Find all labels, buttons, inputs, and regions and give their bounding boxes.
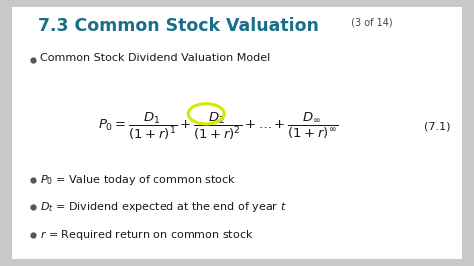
Text: (7.1): (7.1) [424,121,451,131]
Text: $P_0$ = Value today of common stock: $P_0$ = Value today of common stock [40,173,237,187]
Text: 7.3 Common Stock Valuation: 7.3 Common Stock Valuation [38,17,319,35]
Text: $P_0 = \dfrac{D_1}{(1+r)^1} + \dfrac{D_2}{(1+r)^2} + {\ldots} + \dfrac{D_\infty}: $P_0 = \dfrac{D_1}{(1+r)^1} + \dfrac{D_2… [98,111,338,142]
Text: (3 of 14): (3 of 14) [348,17,393,27]
Text: $D_t$ = Dividend expected at the end of year $t$: $D_t$ = Dividend expected at the end of … [40,200,287,214]
Text: Common Stock Dividend Valuation Model: Common Stock Dividend Valuation Model [40,53,271,63]
Text: $r$ = Required return on common stock: $r$ = Required return on common stock [40,228,254,242]
